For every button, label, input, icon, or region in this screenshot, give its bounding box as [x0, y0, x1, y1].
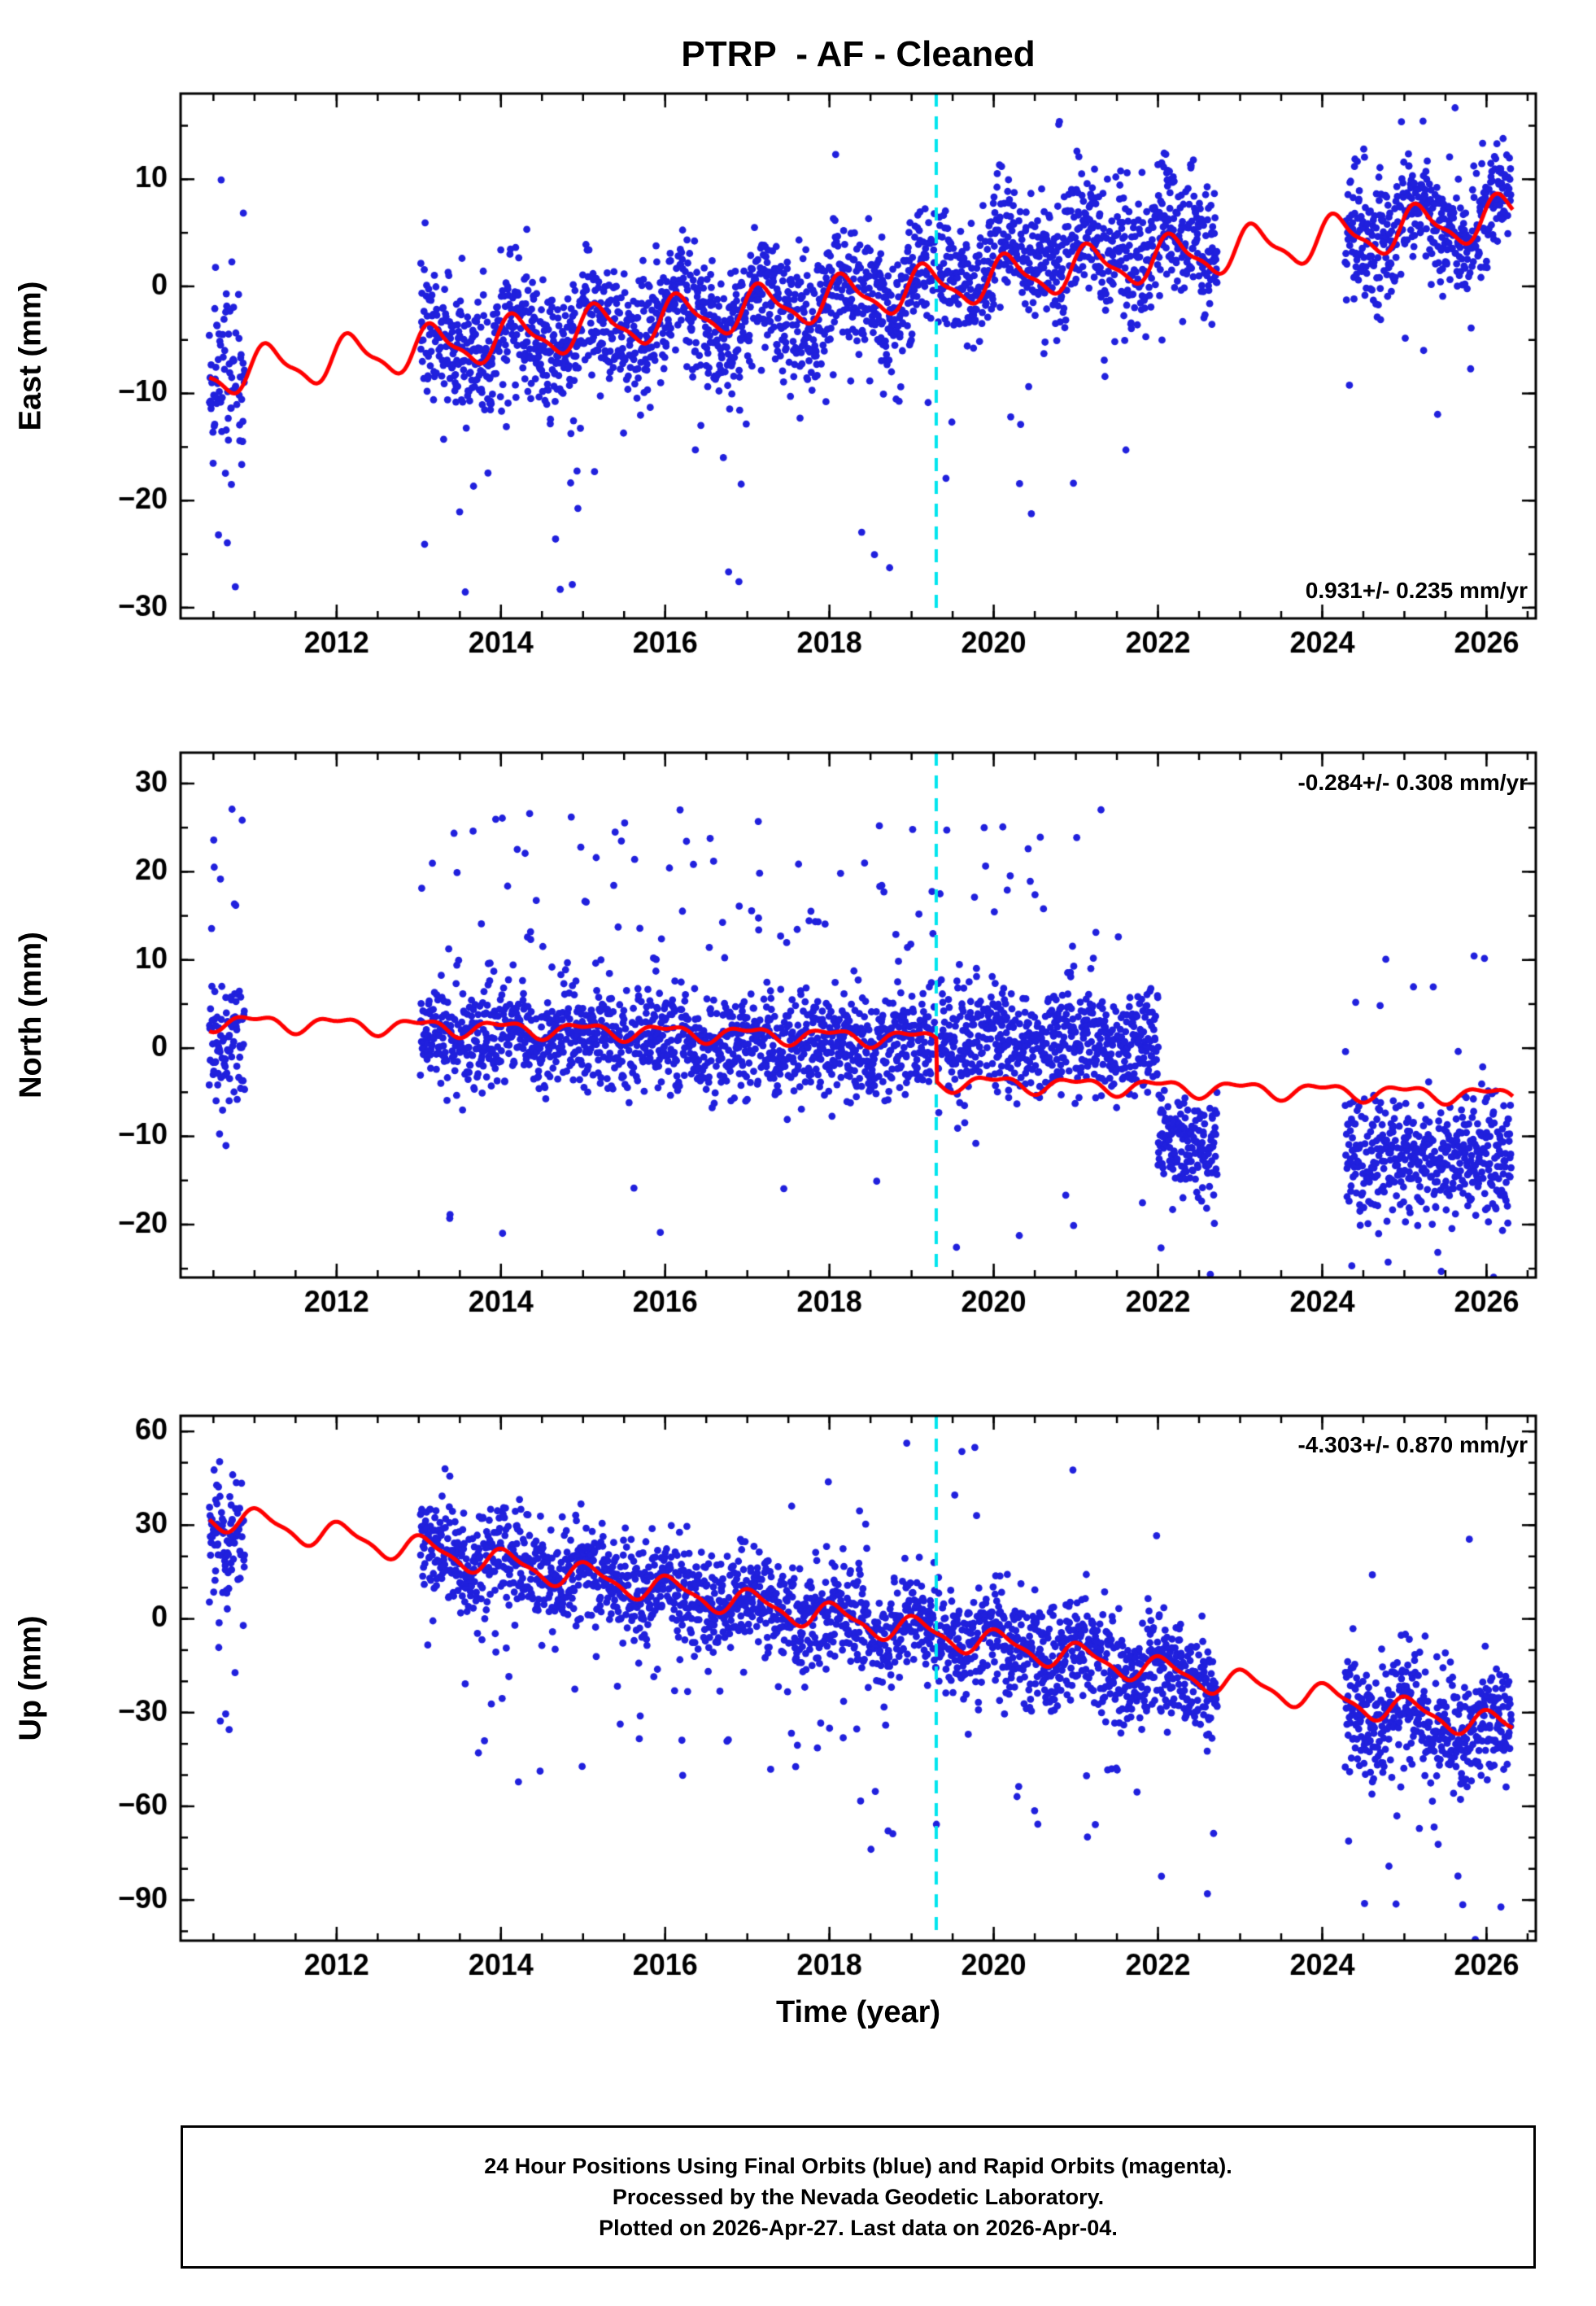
footer-line-3: Plotted on 2026-Apr-27. Last data on 202…: [599, 2215, 1118, 2240]
north-axis-label: North (mm): [13, 932, 48, 1098]
east-axis-label: East (mm): [13, 281, 48, 431]
east-axis-label-container: East (mm): [3, 94, 59, 618]
footer-line-1: 24 Hour Positions Using Final Orbits (bl…: [484, 2153, 1232, 2178]
footer-box: 24 Hour Positions Using Final Orbits (bl…: [181, 2125, 1536, 2269]
footer-line-2: Processed by the Nevada Geodetic Laborat…: [612, 2184, 1105, 2209]
north-axis-label-container: North (mm): [3, 753, 59, 1277]
time-axis-label: Time (year): [775, 1995, 941, 2029]
up-rate-label: -4.303+/- 0.870 mm/yr: [1297, 1432, 1528, 1457]
east-rate-label: 0.931+/- 0.235 mm/yr: [1305, 578, 1528, 603]
up-axis-label-container: Up (mm): [3, 1416, 59, 1941]
up-axis-label: Up (mm): [13, 1615, 48, 1741]
plot-title: PTRP - AF - Cleaned: [681, 34, 1036, 74]
north-rate-label: -0.284+/- 0.308 mm/yr: [1297, 770, 1528, 795]
